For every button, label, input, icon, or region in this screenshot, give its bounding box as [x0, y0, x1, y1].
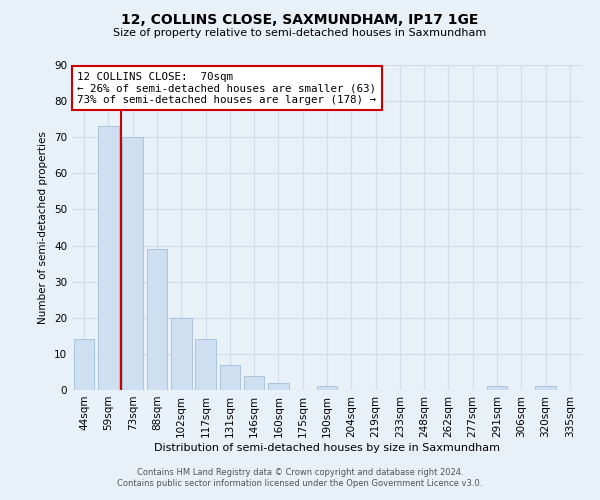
Y-axis label: Number of semi-detached properties: Number of semi-detached properties: [38, 131, 49, 324]
Bar: [317, 386, 337, 390]
Bar: [244, 376, 265, 390]
X-axis label: Distribution of semi-detached houses by size in Saxmundham: Distribution of semi-detached houses by …: [154, 442, 500, 452]
Bar: [122, 137, 143, 390]
Bar: [98, 126, 119, 390]
Bar: [171, 318, 191, 390]
Bar: [220, 364, 240, 390]
Bar: [74, 340, 94, 390]
Bar: [268, 383, 289, 390]
Bar: [146, 249, 167, 390]
Bar: [535, 386, 556, 390]
Bar: [195, 340, 216, 390]
Bar: [487, 386, 508, 390]
Text: Size of property relative to semi-detached houses in Saxmundham: Size of property relative to semi-detach…: [113, 28, 487, 38]
Text: Contains HM Land Registry data © Crown copyright and database right 2024.
Contai: Contains HM Land Registry data © Crown c…: [118, 468, 482, 487]
Text: 12, COLLINS CLOSE, SAXMUNDHAM, IP17 1GE: 12, COLLINS CLOSE, SAXMUNDHAM, IP17 1GE: [121, 12, 479, 26]
Text: 12 COLLINS CLOSE:  70sqm
← 26% of semi-detached houses are smaller (63)
73% of s: 12 COLLINS CLOSE: 70sqm ← 26% of semi-de…: [77, 72, 376, 104]
